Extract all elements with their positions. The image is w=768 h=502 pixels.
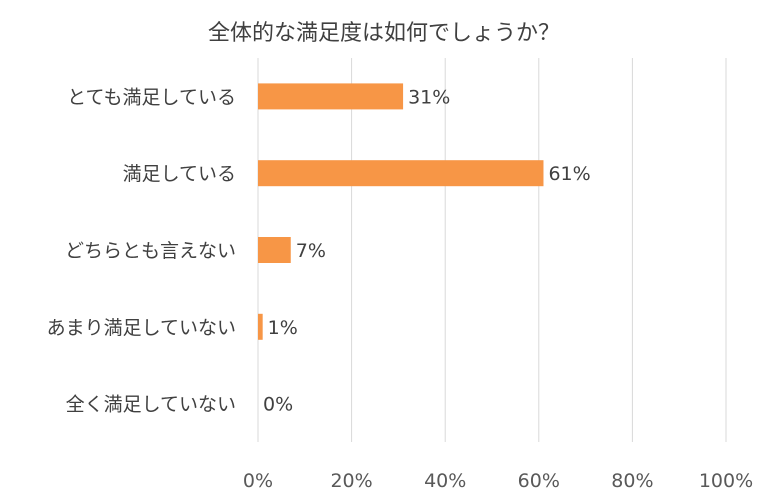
bar	[258, 313, 263, 340]
x-tick-label: 0%	[243, 470, 273, 492]
bar	[258, 83, 404, 110]
labels: 0% 20% 40% 60% 80% 100% とても満足している 31% 満足している 61% ど…	[47, 86, 754, 492]
chart-title: 全体的な満足度は如何でしょうか？	[208, 21, 560, 46]
data-label: 31%	[408, 86, 450, 108]
x-tick-label: 60%	[518, 470, 560, 492]
x-tick-label: 100%	[699, 470, 753, 492]
gridlines	[257, 58, 727, 442]
x-tick-label: 20%	[330, 470, 372, 492]
data-label: 0%	[263, 394, 293, 416]
bar	[258, 237, 291, 263]
data-label: 1%	[268, 317, 298, 339]
category-label: 全く満足していない	[66, 394, 236, 416]
x-tick-label: 80%	[611, 470, 653, 492]
category-label: 満足している	[123, 163, 236, 185]
bar	[258, 160, 544, 187]
category-label: どちらとも言えない	[65, 240, 236, 262]
x-tick-label: 40%	[424, 470, 466, 492]
bars	[258, 83, 544, 340]
category-label: あまり満足していない	[47, 317, 236, 339]
data-label: 7%	[296, 240, 326, 262]
category-label: とても満足している	[67, 86, 236, 108]
data-label: 61%	[548, 163, 590, 185]
